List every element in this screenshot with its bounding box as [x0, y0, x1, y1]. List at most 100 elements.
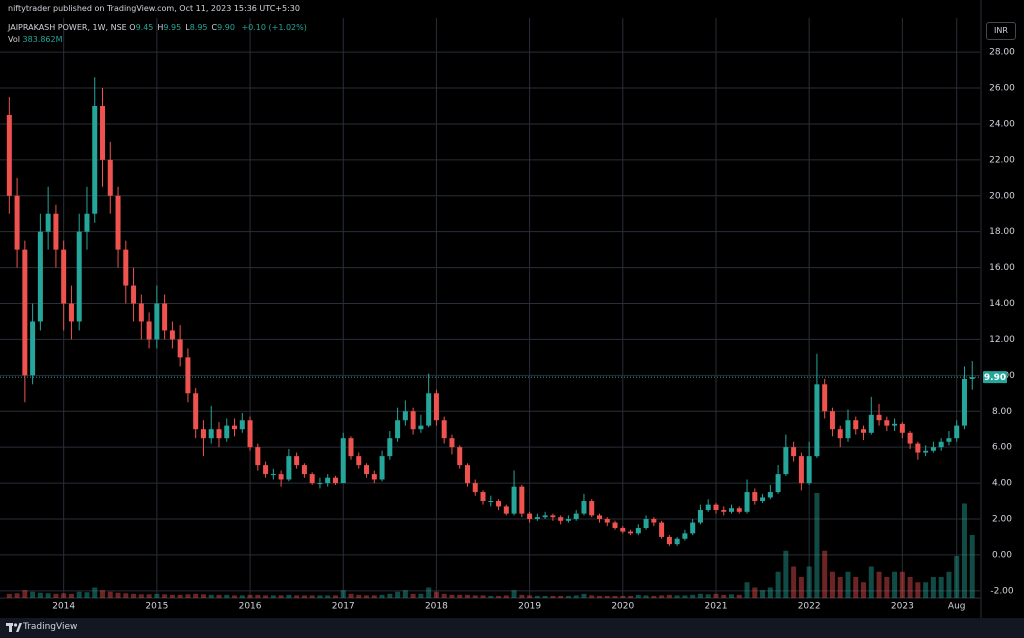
candle-body [666, 536, 672, 545]
candle-body [255, 447, 261, 466]
volume-bar [309, 595, 315, 598]
volume-bar [169, 594, 175, 598]
candle-body [961, 378, 967, 426]
candle-body [22, 249, 28, 376]
legend-row: JAIPRAKASH POWER, 1W, NSE O9.45 H9.95 L8.9… [8, 23, 307, 32]
publisher: niftytrader published on TradingView.com… [8, 4, 300, 13]
change: +0.10 (+1.02%) [241, 23, 307, 32]
volume-bar [565, 595, 571, 598]
ohlc-label: O [129, 23, 136, 32]
volume-bar [837, 577, 843, 598]
candle-body [309, 474, 315, 484]
footer: TradingView [0, 618, 1024, 638]
volume-bar [581, 593, 587, 598]
volume-bar [208, 594, 214, 598]
volume-bar [146, 594, 152, 598]
candle-body [938, 441, 944, 448]
candle-body [146, 321, 152, 340]
currency-button[interactable]: INR [986, 22, 1016, 40]
x-tick-label: 2018 [425, 602, 448, 612]
volume-bar [22, 590, 28, 598]
volume-bar [68, 593, 74, 598]
background [0, 0, 1024, 618]
candle-body [37, 231, 43, 322]
candle-body [744, 492, 750, 512]
volume-bar [511, 590, 517, 598]
candle-body [969, 377, 975, 379]
volume-bar [232, 595, 238, 598]
volume-bar [635, 594, 641, 598]
volume-bar [798, 577, 804, 598]
candle-body [620, 527, 626, 532]
volume-bar [325, 595, 331, 598]
volume-bar [301, 595, 307, 598]
volume-bar [690, 594, 696, 598]
volume-bar [177, 594, 183, 598]
candle-body [154, 303, 160, 340]
candle-body [6, 114, 12, 196]
candle-body [565, 518, 571, 521]
candle-body [534, 517, 540, 519]
volume-bar [426, 587, 432, 598]
volume-bar [814, 493, 820, 598]
volume-bar [550, 595, 556, 598]
volume-bar [418, 593, 424, 598]
volume-bar [659, 595, 665, 598]
ohlc-label: C [211, 23, 218, 32]
x-tick-label: 2015 [145, 602, 168, 612]
volume-bar [371, 595, 377, 598]
candle-body [53, 213, 59, 250]
candle-body [76, 231, 82, 322]
volume-bar [100, 590, 106, 598]
volume-bar [542, 595, 548, 598]
volume-bar [806, 566, 812, 598]
candle-body [674, 538, 680, 545]
candle-body [45, 213, 51, 232]
candle-body [573, 513, 579, 519]
volume-bar [705, 594, 711, 598]
volume-bar [270, 595, 276, 598]
y-tick-label: 26.00 [989, 84, 1015, 94]
volume-bar [573, 595, 579, 598]
candle-body [177, 339, 183, 358]
candle-body [682, 533, 688, 539]
y-tick-label: 8.00 [992, 407, 1012, 417]
volume-bar [736, 594, 742, 598]
candle-body [286, 456, 292, 480]
y-tick-label: 0.00 [992, 550, 1012, 560]
candle-body [464, 465, 470, 484]
x-tick-label: 2022 [798, 602, 821, 612]
candle-body [752, 492, 758, 502]
candle-body [884, 420, 890, 426]
volume-bar [845, 571, 851, 598]
volume-bar [317, 595, 323, 598]
y-tick-label: 22.00 [989, 155, 1015, 165]
candle-body [930, 447, 936, 451]
x-tick-label: 2023 [891, 602, 914, 612]
volume-bar [930, 577, 936, 598]
candle-body [923, 450, 929, 453]
candle-body [542, 515, 548, 518]
candle-body [185, 357, 191, 394]
volume-bar [200, 594, 206, 598]
candle-body [340, 438, 346, 484]
volume-bar [961, 503, 967, 598]
volume-bar [744, 582, 750, 598]
candle-body [387, 438, 393, 457]
volume-bar [364, 595, 370, 598]
candle-body [635, 527, 641, 534]
candle-body [783, 447, 789, 475]
candle-body [270, 474, 276, 476]
volume-bar [853, 577, 859, 598]
volume-bar [216, 594, 222, 598]
candle-body [798, 456, 804, 484]
candle-body [301, 465, 307, 475]
price-tag [983, 371, 1007, 384]
price-tag-label: 9.90 [984, 373, 1006, 383]
volume-bar [775, 571, 781, 598]
volume-bar [589, 595, 595, 598]
candle-body [14, 195, 20, 250]
volume-bar [162, 594, 168, 598]
candle-body [496, 501, 502, 507]
x-tick-label: 2017 [332, 602, 355, 612]
